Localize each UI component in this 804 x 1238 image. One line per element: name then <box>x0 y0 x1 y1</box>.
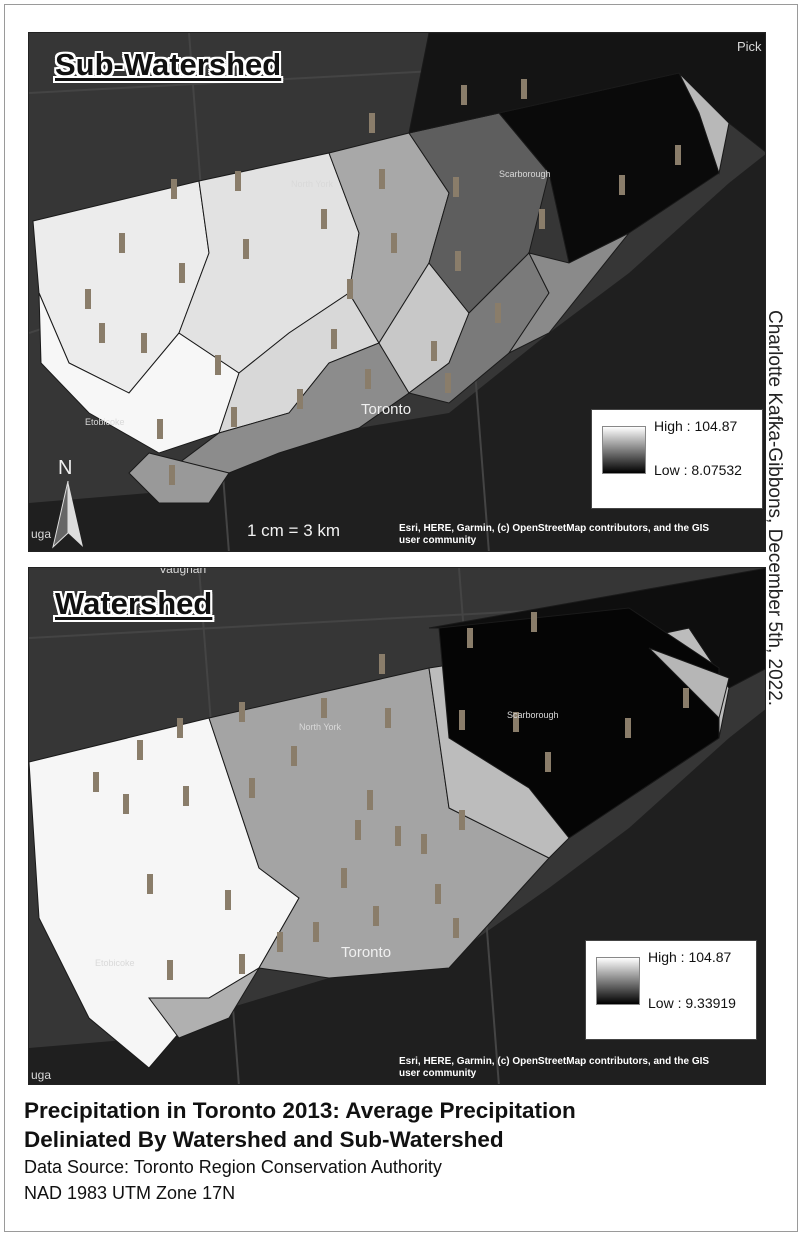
station-markers <box>93 612 689 980</box>
place-label-north-york: North York <box>299 722 342 732</box>
legend-low-label: Low : 8.07532 <box>654 462 742 478</box>
map-title: Sub-Watershed <box>55 47 282 82</box>
author-credit: Charlotte Kafka-Gibbons, December 5th, 2… <box>764 310 785 707</box>
scale-text: 1 cm = 3 km <box>247 521 341 540</box>
place-label-north-york: North York <box>291 179 334 189</box>
legend-high-label: High : 104.87 <box>648 949 732 965</box>
data-source-text: Data Source: Toronto Region Conservation… <box>24 1157 442 1177</box>
map-layout-frame <box>4 4 798 1232</box>
place-label-etobicoke: Etobicoke <box>95 958 135 968</box>
place-label-pickering: Pick <box>737 39 762 54</box>
sub-watershed-map: Sub-Watershed Pick North York Scarboroug… <box>28 32 766 552</box>
legend-color-ramp <box>602 426 646 474</box>
watershed-region <box>438 607 720 839</box>
map-main-title-line1: Precipitation in Toronto 2013: Average P… <box>24 1098 576 1123</box>
place-label-mississauga: uga <box>31 527 52 541</box>
place-label-toronto: Toronto <box>341 944 392 961</box>
legend-high-label: High : 104.87 <box>654 418 738 434</box>
place-label-scarborough: Scarborough <box>507 710 559 720</box>
place-label-mississauga: uga <box>31 1068 52 1082</box>
legend-low-label: Low : 9.33919 <box>648 995 736 1011</box>
watershed-region <box>148 967 260 1039</box>
place-label-scarborough: Scarborough <box>499 169 551 179</box>
sub-watershed-region <box>507 232 630 355</box>
basemap-attribution: Esri, HERE, Garmin, (c) OpenStreetMap co… <box>399 1056 710 1079</box>
watershed-region <box>648 647 730 719</box>
station-markers <box>85 79 681 485</box>
legend-color-ramp <box>596 957 640 1005</box>
map-main-title-line2: Deliniated By Watershed and Sub-Watershe… <box>24 1127 504 1152</box>
place-label-etobicoke: Etobicoke <box>85 417 125 427</box>
place-label-vaughan: Vaughan <box>159 567 207 576</box>
north-label: N <box>58 457 73 479</box>
place-label-toronto: Toronto <box>361 401 412 418</box>
basemap-attribution: Esri, HERE, Garmin, (c) OpenStreetMap co… <box>399 523 710 546</box>
sub-watershed-map-canvas <box>29 33 765 551</box>
sub-watershed-region <box>128 452 230 504</box>
watershed-map: Watershed Vaughan North York Scarborough… <box>28 567 766 1085</box>
map-legend: High : 104.87 Low : 8.07532 <box>591 409 763 509</box>
watershed-map-canvas <box>29 568 765 1084</box>
map-footer: Precipitation in Toronto 2013: Average P… <box>24 1096 784 1206</box>
map-title: Watershed <box>55 586 213 621</box>
map-legend: High : 104.87 Low : 9.33919 <box>585 940 757 1040</box>
sub-watershed-region <box>408 33 765 153</box>
projection-text: NAD 1983 UTM Zone 17N <box>24 1183 236 1203</box>
north-arrow-icon: N <box>51 457 85 549</box>
